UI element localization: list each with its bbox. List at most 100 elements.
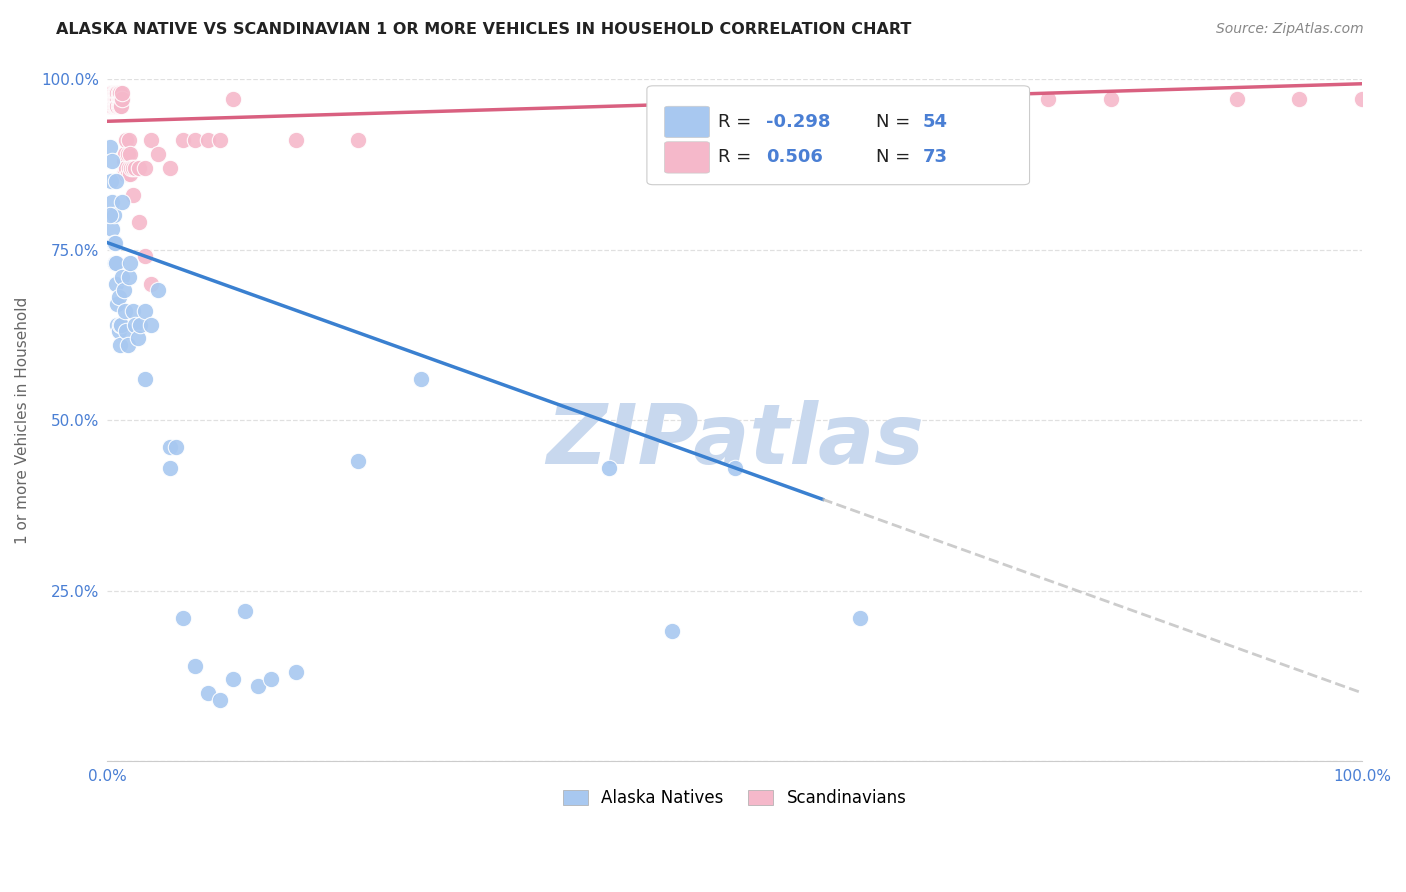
Point — [118, 147, 141, 161]
Point — [128, 161, 150, 175]
Point — [284, 133, 307, 147]
Point — [98, 208, 121, 222]
Point — [108, 92, 131, 106]
Point — [347, 133, 370, 147]
Point — [127, 331, 149, 345]
Point — [107, 86, 129, 100]
Point — [111, 269, 134, 284]
Point — [98, 92, 121, 106]
Point — [107, 290, 129, 304]
Point — [101, 92, 124, 106]
Point — [134, 372, 156, 386]
Point — [598, 460, 620, 475]
Point — [104, 92, 127, 106]
Text: R =: R = — [718, 148, 763, 167]
Point — [172, 133, 194, 147]
Point — [107, 297, 129, 311]
Point — [159, 161, 181, 175]
Point — [172, 611, 194, 625]
Point — [141, 318, 163, 332]
Point — [105, 92, 128, 106]
Point — [114, 168, 136, 182]
Point — [134, 249, 156, 263]
Point — [103, 208, 125, 222]
Point — [121, 161, 143, 175]
Point — [105, 277, 128, 291]
Point — [118, 168, 141, 182]
Point — [105, 174, 128, 188]
Text: R =: R = — [718, 113, 758, 131]
Point — [114, 147, 136, 161]
Point — [115, 161, 138, 175]
Point — [159, 460, 181, 475]
Point — [105, 99, 128, 113]
Point — [100, 92, 122, 106]
Point — [104, 99, 127, 113]
Point — [110, 99, 132, 113]
Y-axis label: 1 or more Vehicles in Household: 1 or more Vehicles in Household — [15, 296, 30, 543]
Point — [197, 133, 219, 147]
Point — [112, 168, 135, 182]
Point — [209, 133, 232, 147]
Legend: Alaska Natives, Scandinavians: Alaska Natives, Scandinavians — [557, 783, 914, 814]
Point — [104, 235, 127, 250]
Text: 73: 73 — [922, 148, 948, 167]
Point — [108, 318, 131, 332]
Point — [117, 147, 139, 161]
Point — [101, 153, 124, 168]
Point — [1099, 92, 1122, 106]
Point — [117, 168, 139, 182]
Point — [128, 215, 150, 229]
Point — [103, 99, 125, 113]
Point — [107, 99, 129, 113]
Point — [184, 133, 207, 147]
Point — [101, 99, 124, 113]
Point — [347, 454, 370, 468]
Point — [165, 440, 187, 454]
Text: 0.506: 0.506 — [766, 148, 823, 167]
Point — [974, 92, 997, 106]
Point — [259, 672, 281, 686]
Point — [107, 99, 129, 113]
Point — [115, 133, 138, 147]
Point — [1038, 92, 1060, 106]
Point — [118, 161, 141, 175]
Text: -0.298: -0.298 — [766, 113, 831, 131]
Point — [107, 324, 129, 338]
Point — [124, 318, 146, 332]
Point — [146, 284, 169, 298]
Point — [112, 284, 135, 298]
Point — [110, 92, 132, 106]
Point — [129, 318, 152, 332]
Point — [107, 318, 129, 332]
Point — [120, 161, 142, 175]
Point — [118, 269, 141, 284]
Point — [104, 92, 127, 106]
Point — [246, 679, 269, 693]
Point — [108, 86, 131, 100]
Point — [101, 222, 124, 236]
Point — [114, 304, 136, 318]
Point — [146, 147, 169, 161]
Point — [661, 624, 683, 639]
Point — [849, 611, 872, 625]
Point — [117, 338, 139, 352]
Point — [121, 188, 143, 202]
Point — [107, 92, 129, 106]
Point — [110, 318, 132, 332]
Point — [235, 604, 257, 618]
FancyBboxPatch shape — [665, 142, 710, 173]
Text: ZIPatlas: ZIPatlas — [546, 400, 924, 481]
Text: ALASKA NATIVE VS SCANDINAVIAN 1 OR MORE VEHICLES IN HOUSEHOLD CORRELATION CHART: ALASKA NATIVE VS SCANDINAVIAN 1 OR MORE … — [56, 22, 911, 37]
Point — [103, 86, 125, 100]
Point — [111, 194, 134, 209]
Point — [108, 99, 131, 113]
Point — [111, 86, 134, 100]
Point — [98, 140, 121, 154]
Point — [104, 86, 127, 100]
Point — [100, 86, 122, 100]
Point — [112, 153, 135, 168]
Point — [97, 99, 120, 113]
Point — [222, 92, 245, 106]
Point — [284, 665, 307, 680]
